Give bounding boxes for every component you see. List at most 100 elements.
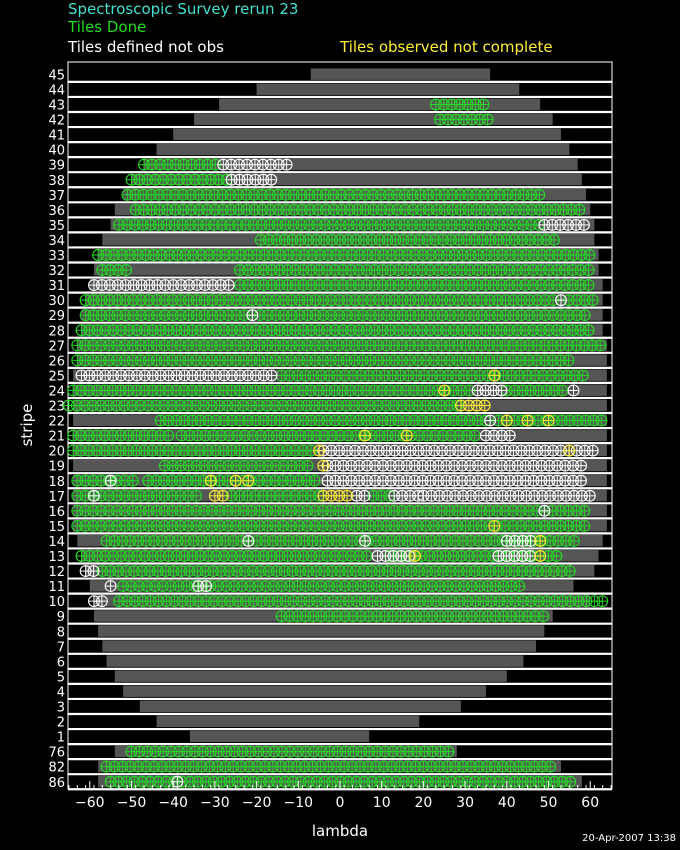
x-tick-label: −10 [284, 795, 314, 811]
tile-defined [577, 218, 590, 231]
stripe-footprint [189, 730, 370, 743]
stripe-row-9: 9 [57, 610, 612, 625]
stripe-row-21: 21 [48, 429, 612, 445]
stripe-row-24: 24 [48, 384, 612, 399]
stripe-label: 33 [48, 249, 65, 264]
stripe-row-10: 10 [48, 595, 612, 610]
stripe-label: 39 [48, 159, 65, 174]
tile-defined [583, 489, 596, 502]
x-tick-label: 40 [498, 795, 516, 811]
tile-done [576, 369, 589, 382]
stripe-label: 36 [48, 204, 65, 219]
tile-done [308, 474, 321, 487]
stripe-footprint [131, 173, 582, 186]
stripe-row-25: 25 [48, 369, 612, 384]
stripe-label: 16 [48, 505, 65, 520]
tile-observed [229, 474, 242, 487]
stripe-label: 18 [48, 475, 65, 490]
tile-defined [575, 474, 587, 487]
stripe-footprint [256, 83, 520, 95]
stripe-label: 32 [48, 264, 65, 279]
stripe-row-31: 31 [48, 279, 612, 294]
stripe-row-17: 17 [48, 489, 612, 505]
stripe-label: 10 [48, 595, 65, 610]
tile-done [595, 414, 608, 427]
stripe-row-44: 44 [48, 83, 612, 98]
tile-defined [555, 294, 567, 307]
tile-observed [534, 550, 547, 562]
stripe-row-13: 13 [48, 550, 612, 565]
stripe-row-40: 40 [48, 143, 612, 159]
stripe-label: 9 [57, 610, 65, 625]
stripe-label: 12 [48, 565, 65, 580]
tile-defined [503, 429, 516, 442]
stripe-footprint [194, 113, 553, 126]
stripe-row-15: 15 [48, 519, 612, 535]
x-tick-label: 30 [456, 795, 474, 811]
stripe-label: 6 [57, 655, 65, 670]
stripe-row-7: 7 [57, 640, 612, 655]
stripe-row-18: 18 [48, 474, 612, 490]
chart-title: Spectroscopic Survey rerun 23 [68, 0, 299, 18]
stripe-label: 38 [48, 174, 65, 189]
tile-done [583, 249, 596, 261]
tile-done [481, 113, 494, 126]
stripe-label: 82 [48, 761, 65, 776]
tile-observed [542, 414, 555, 427]
tile-observed [500, 414, 513, 427]
tile-done [578, 519, 591, 532]
tile-observed [242, 474, 255, 487]
tile-defined [200, 580, 213, 593]
stripe-row-33: 33 [48, 249, 612, 264]
stripe-row-12: 12 [48, 565, 612, 580]
tile-observed [204, 474, 217, 487]
tile-observed [488, 519, 501, 532]
stripe-label: 5 [57, 670, 65, 685]
stripe-row-76: 76 [48, 745, 612, 761]
tile-observed [359, 429, 371, 442]
legend-tiles-observed: Tiles observed not complete [340, 38, 553, 56]
stripe-label: 2 [57, 716, 65, 731]
tile-defined [359, 534, 371, 547]
tile-done [468, 429, 481, 442]
tile-done [442, 745, 455, 758]
stripe-label: 76 [48, 746, 65, 761]
stripe-label: 22 [48, 415, 65, 430]
stripe-row-82: 82 [48, 760, 612, 776]
tile-defined [104, 474, 117, 487]
stripe-label: 17 [48, 490, 65, 505]
stripe-label: 29 [48, 309, 65, 324]
y-axis-label: stripe [18, 404, 36, 447]
stripe-row-34: 34 [48, 233, 612, 249]
tile-done [537, 610, 550, 623]
stripe-footprint [310, 68, 491, 80]
tile-observed [341, 489, 354, 502]
tile-defined [95, 595, 108, 608]
tile-done [594, 339, 607, 352]
tile-done [477, 98, 490, 111]
stripe-label: 45 [48, 68, 65, 83]
stripe-row-32: 32 [48, 264, 612, 279]
stripe-label: 27 [48, 339, 65, 354]
stripe-label: 37 [48, 189, 65, 204]
stripe-row-22: 22 [48, 414, 612, 430]
stripes-layer: 4544434241403938373635343332313029282726… [48, 68, 612, 791]
tile-done [562, 354, 575, 367]
legend-tiles-done: Tiles Done [68, 18, 147, 36]
tile-observed [438, 384, 451, 397]
stripe-label: 1 [57, 731, 65, 746]
stripe-row-16: 16 [48, 505, 612, 520]
stripe-footprint [144, 158, 578, 171]
stripe-row-43: 43 [48, 98, 612, 114]
stripe-label: 8 [57, 625, 65, 640]
x-tick-label: 0 [336, 795, 345, 811]
tile-observed [409, 550, 422, 562]
x-tick-label: 20 [414, 795, 432, 811]
tile-defined [484, 414, 497, 427]
tile-done [564, 775, 577, 788]
tile-observed [317, 459, 330, 472]
stripe-label: 25 [48, 369, 65, 384]
stripe-label: 7 [57, 640, 65, 655]
stripe-footprint [173, 128, 562, 141]
tile-defined [222, 279, 235, 292]
